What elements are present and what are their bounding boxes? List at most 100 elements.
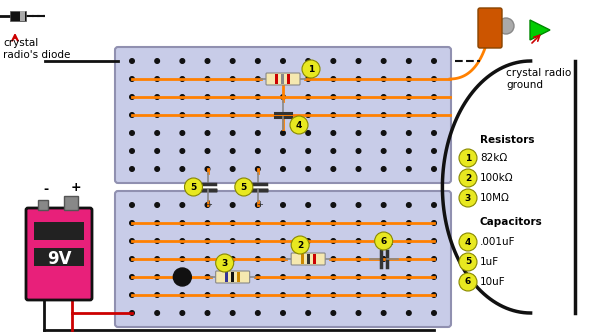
Circle shape	[432, 113, 436, 117]
Circle shape	[230, 149, 235, 153]
Circle shape	[432, 221, 436, 225]
Circle shape	[356, 149, 361, 153]
Circle shape	[205, 257, 210, 261]
Circle shape	[306, 203, 310, 207]
Circle shape	[306, 239, 310, 243]
Circle shape	[331, 113, 335, 117]
Circle shape	[230, 257, 235, 261]
Circle shape	[432, 149, 436, 153]
Circle shape	[381, 95, 386, 99]
Circle shape	[255, 95, 260, 99]
Circle shape	[406, 131, 411, 135]
Circle shape	[216, 254, 233, 272]
Circle shape	[280, 275, 285, 279]
Circle shape	[306, 311, 310, 315]
Circle shape	[280, 113, 285, 117]
Circle shape	[331, 275, 335, 279]
FancyBboxPatch shape	[291, 253, 325, 265]
Circle shape	[381, 59, 386, 63]
Circle shape	[381, 167, 386, 171]
Circle shape	[130, 293, 134, 297]
Circle shape	[280, 77, 285, 81]
Text: 5: 5	[465, 258, 471, 267]
Circle shape	[180, 95, 185, 99]
Circle shape	[432, 95, 436, 99]
Circle shape	[306, 293, 310, 297]
Circle shape	[280, 59, 285, 63]
Circle shape	[459, 273, 477, 291]
Text: 5: 5	[241, 182, 247, 191]
Circle shape	[356, 59, 361, 63]
Text: +: +	[194, 182, 202, 191]
Circle shape	[381, 311, 386, 315]
Circle shape	[180, 59, 185, 63]
Circle shape	[230, 59, 235, 63]
FancyBboxPatch shape	[478, 8, 502, 48]
Circle shape	[406, 113, 411, 117]
Circle shape	[130, 149, 134, 153]
Circle shape	[356, 77, 361, 81]
Circle shape	[280, 311, 285, 315]
Circle shape	[280, 257, 285, 261]
Circle shape	[306, 149, 310, 153]
FancyBboxPatch shape	[115, 47, 451, 183]
Circle shape	[205, 203, 210, 207]
Circle shape	[459, 253, 477, 271]
Text: +: +	[256, 200, 263, 209]
Text: 10uF: 10uF	[480, 277, 506, 287]
Text: 6: 6	[381, 236, 387, 245]
Circle shape	[406, 167, 411, 171]
FancyBboxPatch shape	[216, 271, 250, 283]
Circle shape	[306, 113, 310, 117]
Bar	[276, 74, 279, 84]
Circle shape	[432, 77, 436, 81]
Circle shape	[180, 239, 185, 243]
Bar	[34, 222, 84, 240]
Circle shape	[180, 113, 185, 117]
Circle shape	[255, 293, 260, 297]
Circle shape	[280, 239, 285, 243]
Circle shape	[205, 239, 210, 243]
Circle shape	[432, 239, 436, 243]
Circle shape	[432, 293, 436, 297]
Circle shape	[205, 59, 210, 63]
Circle shape	[130, 95, 134, 99]
Text: 4: 4	[296, 121, 302, 130]
Circle shape	[255, 131, 260, 135]
Text: 10MΩ: 10MΩ	[480, 193, 510, 203]
Polygon shape	[530, 20, 550, 40]
Circle shape	[255, 257, 260, 261]
Bar	[282, 74, 285, 84]
Circle shape	[381, 293, 386, 297]
Text: 3: 3	[465, 193, 471, 202]
Circle shape	[331, 239, 335, 243]
Circle shape	[406, 221, 411, 225]
Circle shape	[130, 113, 134, 117]
Text: 100kΩ: 100kΩ	[480, 173, 514, 183]
Circle shape	[205, 293, 210, 297]
Circle shape	[235, 178, 253, 196]
Text: +: +	[71, 181, 82, 194]
Circle shape	[130, 239, 134, 243]
Text: 1: 1	[308, 64, 314, 73]
Circle shape	[406, 239, 411, 243]
Text: crystal
radio's diode: crystal radio's diode	[3, 38, 70, 59]
Circle shape	[280, 95, 285, 99]
Circle shape	[302, 60, 320, 78]
Circle shape	[130, 167, 134, 171]
Circle shape	[356, 311, 361, 315]
Circle shape	[130, 203, 134, 207]
Circle shape	[331, 77, 335, 81]
Circle shape	[205, 77, 210, 81]
Circle shape	[205, 275, 210, 279]
Circle shape	[406, 311, 411, 315]
Circle shape	[306, 167, 310, 171]
Circle shape	[155, 77, 159, 81]
Circle shape	[381, 77, 386, 81]
Circle shape	[432, 275, 436, 279]
Circle shape	[205, 113, 210, 117]
Circle shape	[406, 59, 411, 63]
Text: 3: 3	[222, 259, 228, 268]
Circle shape	[498, 18, 514, 34]
Circle shape	[205, 167, 210, 171]
